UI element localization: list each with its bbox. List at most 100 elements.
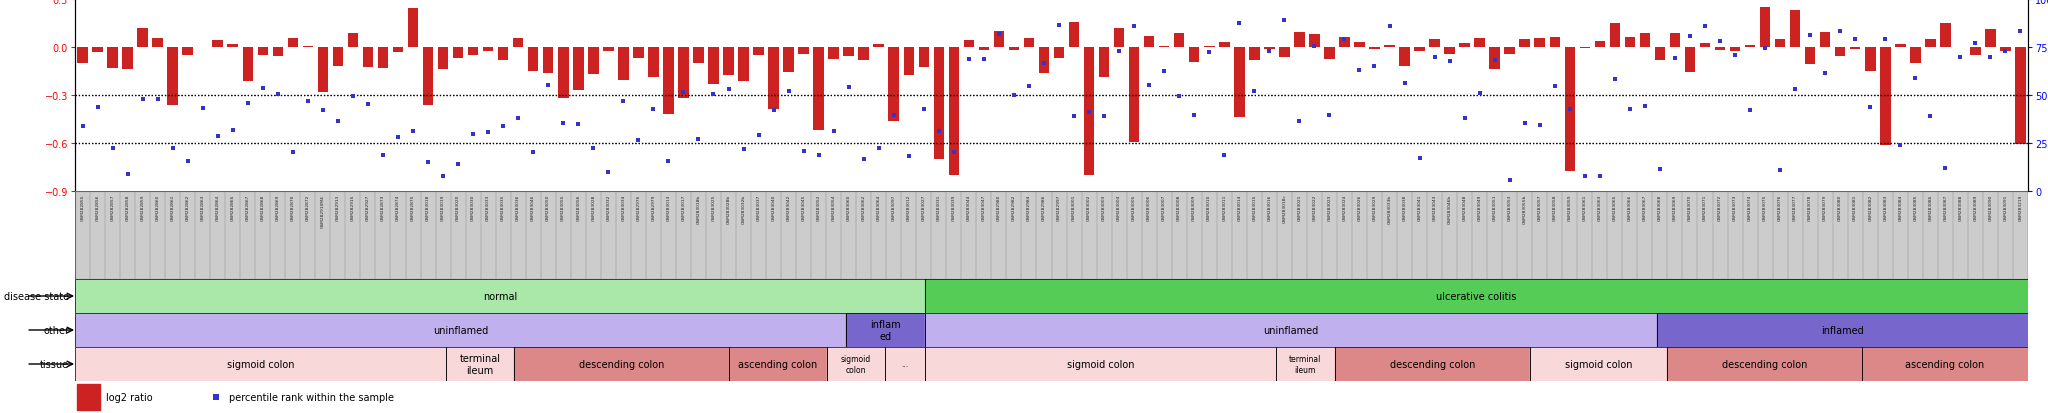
Point bbox=[1237, 88, 1270, 95]
Text: descending colon: descending colon bbox=[1391, 359, 1475, 369]
Bar bbox=[920, 48, 930, 68]
Point bbox=[817, 128, 850, 135]
Bar bbox=[1335, 347, 1530, 381]
Bar bbox=[1024, 39, 1034, 48]
Bar bbox=[692, 48, 705, 64]
Text: GSM282915: GSM282915 bbox=[350, 194, 354, 221]
Bar bbox=[514, 347, 729, 381]
Text: GSM283064: GSM283064 bbox=[877, 194, 881, 221]
Bar bbox=[1821, 33, 1831, 48]
Text: GSM283021: GSM283021 bbox=[1296, 194, 1300, 221]
Point bbox=[877, 113, 909, 119]
Text: GSM283052: GSM283052 bbox=[817, 194, 821, 221]
Bar bbox=[317, 48, 328, 93]
Bar bbox=[123, 48, 133, 69]
Point bbox=[82, 104, 115, 111]
Text: GSM283042: GSM283042 bbox=[786, 194, 791, 221]
Text: GSM283033: GSM283033 bbox=[485, 194, 489, 221]
Text: GSM283009: GSM283009 bbox=[1192, 194, 1196, 221]
Point bbox=[1372, 23, 1405, 30]
Text: GSM283062: GSM283062 bbox=[862, 194, 866, 221]
Bar bbox=[76, 347, 446, 381]
Point bbox=[1389, 81, 1421, 88]
Point bbox=[727, 147, 760, 153]
Text: GSM282858: GSM282858 bbox=[125, 194, 129, 221]
Point bbox=[1223, 20, 1255, 27]
Bar bbox=[885, 347, 924, 381]
Text: GSM283045: GSM283045 bbox=[801, 194, 805, 221]
Point bbox=[1659, 55, 1692, 62]
Text: GSM283065: GSM283065 bbox=[1614, 194, 1616, 221]
Text: GSM283074: GSM283074 bbox=[1749, 194, 1753, 221]
Text: GSM283036: GSM283036 bbox=[516, 194, 520, 221]
Bar bbox=[1399, 48, 1409, 67]
Text: GSM283071: GSM283071 bbox=[1704, 194, 1706, 221]
Bar bbox=[1335, 347, 1530, 381]
Point bbox=[172, 158, 205, 164]
Bar bbox=[827, 347, 885, 381]
Point bbox=[1087, 113, 1120, 120]
Point bbox=[381, 134, 414, 141]
Text: GSM283060: GSM283060 bbox=[846, 194, 850, 221]
Bar bbox=[1010, 48, 1020, 50]
Point bbox=[1073, 109, 1106, 116]
Point bbox=[457, 131, 489, 138]
Point bbox=[231, 101, 264, 107]
Point bbox=[532, 83, 565, 90]
Text: GSM283082: GSM283082 bbox=[1868, 194, 1872, 221]
Point bbox=[1253, 48, 1286, 55]
Bar bbox=[1384, 45, 1395, 48]
Point bbox=[1147, 68, 1180, 75]
Bar bbox=[1069, 23, 1079, 48]
Text: GSM283031: GSM283031 bbox=[936, 194, 940, 221]
Text: GSM282867: GSM282867 bbox=[246, 194, 250, 221]
Bar bbox=[1776, 40, 1786, 48]
Point bbox=[1825, 28, 1858, 35]
Point bbox=[201, 133, 233, 140]
Point bbox=[336, 93, 369, 100]
Point bbox=[322, 119, 354, 126]
Text: GSM283043: GSM283043 bbox=[1434, 194, 1436, 221]
Text: GSM283032b: GSM283032b bbox=[741, 194, 745, 223]
Text: GSM283055: GSM283055 bbox=[561, 194, 565, 221]
Bar bbox=[1667, 347, 1862, 381]
Point bbox=[623, 137, 655, 144]
Point bbox=[1960, 40, 1993, 47]
Text: GSM283035: GSM283035 bbox=[502, 194, 506, 221]
Text: GSM283066: GSM283066 bbox=[1628, 194, 1632, 221]
Bar bbox=[543, 48, 553, 74]
Bar bbox=[934, 48, 944, 160]
Bar bbox=[557, 48, 569, 98]
Text: disease state: disease state bbox=[4, 291, 70, 301]
Point bbox=[1794, 33, 1827, 40]
Point bbox=[1403, 155, 1436, 161]
Bar bbox=[1579, 48, 1589, 49]
Point bbox=[141, 96, 174, 103]
Point bbox=[1569, 173, 1602, 180]
Bar bbox=[1849, 48, 1860, 50]
Text: GSM283049: GSM283049 bbox=[1479, 194, 1481, 221]
Text: GSM283054: GSM283054 bbox=[831, 194, 836, 221]
Text: GSM283059: GSM283059 bbox=[1569, 194, 1571, 221]
Bar bbox=[272, 48, 283, 57]
Bar bbox=[1038, 48, 1049, 74]
Point bbox=[1673, 33, 1706, 40]
Point bbox=[1313, 113, 1346, 119]
Bar bbox=[846, 313, 924, 347]
Point bbox=[1057, 113, 1090, 120]
Text: GSM283040: GSM283040 bbox=[772, 194, 776, 221]
Point bbox=[1208, 152, 1241, 159]
Point bbox=[1462, 90, 1495, 97]
Text: GSM283034: GSM283034 bbox=[621, 194, 625, 221]
Bar bbox=[1595, 42, 1606, 48]
Point bbox=[111, 172, 143, 178]
Bar bbox=[446, 347, 514, 381]
Text: GSM283090: GSM283090 bbox=[1989, 194, 1993, 221]
Bar bbox=[965, 41, 975, 48]
Bar bbox=[1276, 347, 1335, 381]
Bar bbox=[408, 9, 418, 48]
Point bbox=[1599, 76, 1632, 83]
Bar bbox=[168, 48, 178, 106]
Bar bbox=[1911, 48, 1921, 64]
Text: GSM283015: GSM283015 bbox=[1251, 194, 1255, 221]
